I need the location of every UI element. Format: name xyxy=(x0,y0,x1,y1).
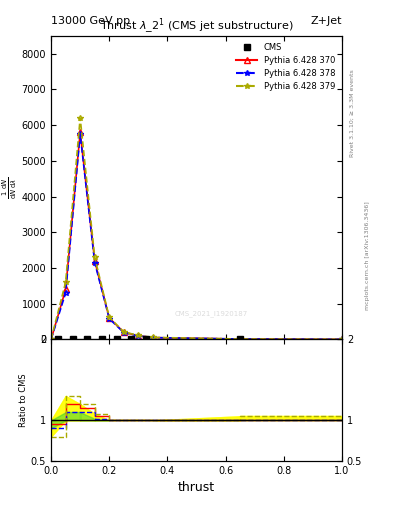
Text: Z+Jet: Z+Jet xyxy=(310,15,342,26)
Pythia 6.428 379 xyxy=(107,314,112,321)
Pythia 6.428 370 xyxy=(238,336,242,342)
Text: CMS_2021_I1920187: CMS_2021_I1920187 xyxy=(174,310,248,317)
Pythia 6.428 379 xyxy=(49,336,53,343)
Pythia 6.428 370 xyxy=(49,336,53,343)
Title: Thrust $\lambda\_2^1$ (CMS jet substructure): Thrust $\lambda\_2^1$ (CMS jet substruct… xyxy=(100,16,293,36)
Pythia 6.428 370 xyxy=(107,315,112,321)
Pythia 6.428 379 xyxy=(63,279,68,285)
Pythia 6.428 370 xyxy=(63,286,68,292)
Y-axis label: Ratio to CMS: Ratio to CMS xyxy=(19,373,28,427)
Pythia 6.428 370 xyxy=(340,336,344,343)
Pythia 6.428 378 xyxy=(340,336,344,343)
Pythia 6.428 379 xyxy=(78,115,83,121)
Pythia 6.428 379 xyxy=(136,332,141,338)
Pythia 6.428 379 xyxy=(92,254,97,260)
Legend: CMS, Pythia 6.428 370, Pythia 6.428 378, Pythia 6.428 379: CMS, Pythia 6.428 370, Pythia 6.428 378,… xyxy=(234,40,338,94)
Pythia 6.428 379 xyxy=(238,336,242,342)
Pythia 6.428 370 xyxy=(136,333,141,339)
Text: mcplots.cern.ch [arXiv:1306.3436]: mcplots.cern.ch [arXiv:1306.3436] xyxy=(365,202,371,310)
Pythia 6.428 379 xyxy=(121,329,126,335)
Pythia 6.428 370 xyxy=(78,129,83,135)
Line: Pythia 6.428 379: Pythia 6.428 379 xyxy=(48,115,345,342)
Pythia 6.428 378 xyxy=(136,333,141,339)
Pythia 6.428 378 xyxy=(49,336,53,343)
Text: 13000 GeV pp: 13000 GeV pp xyxy=(51,15,130,26)
Pythia 6.428 378 xyxy=(121,330,126,336)
Pythia 6.428 378 xyxy=(238,336,242,342)
Line: Pythia 6.428 370: Pythia 6.428 370 xyxy=(48,130,345,342)
Y-axis label: $\frac{1}{\mathrm{d}N}\frac{\mathrm{d}N}{\mathrm{d}\lambda}$: $\frac{1}{\mathrm{d}N}\frac{\mathrm{d}N}… xyxy=(0,177,19,199)
Pythia 6.428 370 xyxy=(121,329,126,335)
Pythia 6.428 379 xyxy=(340,336,344,343)
Pythia 6.428 378 xyxy=(63,290,68,296)
Text: Rivet 3.1.10; ≥ 3.3M events: Rivet 3.1.10; ≥ 3.3M events xyxy=(350,69,355,157)
Pythia 6.428 370 xyxy=(92,258,97,264)
Pythia 6.428 370 xyxy=(151,334,155,340)
Pythia 6.428 378 xyxy=(78,131,83,137)
Pythia 6.428 378 xyxy=(92,260,97,266)
Pythia 6.428 379 xyxy=(151,334,155,340)
Line: Pythia 6.428 378: Pythia 6.428 378 xyxy=(48,131,345,342)
Pythia 6.428 378 xyxy=(107,315,112,322)
X-axis label: thrust: thrust xyxy=(178,481,215,494)
Pythia 6.428 378 xyxy=(151,334,155,340)
